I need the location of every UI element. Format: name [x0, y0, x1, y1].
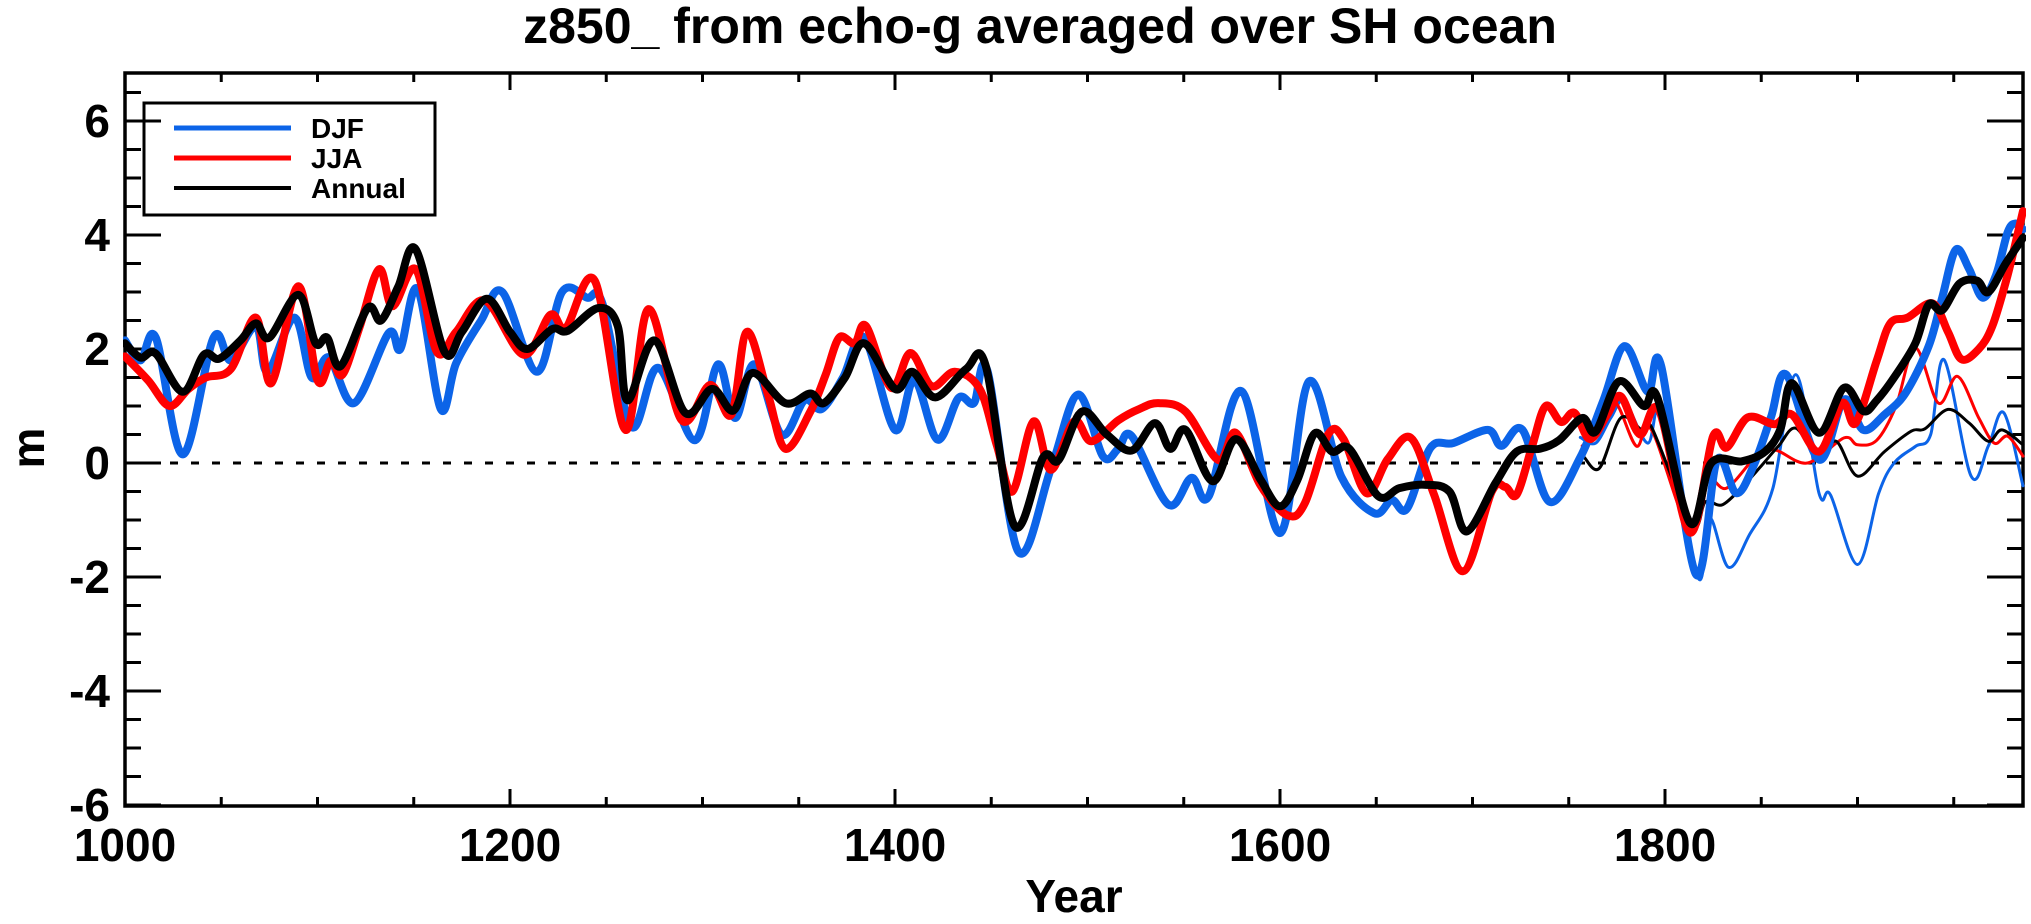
y-tick-label: 0: [84, 437, 110, 489]
legend-label-jja: JJA: [311, 143, 362, 174]
x-tick-label: 1000: [74, 819, 176, 871]
y-tick-label: 2: [84, 323, 110, 375]
legend-label-djf: DJF: [311, 113, 364, 144]
x-tick-label: 1400: [844, 819, 946, 871]
series-jja-thin-line: [1580, 346, 2025, 534]
legend-box: [142, 101, 437, 217]
axes: 1000 1200 1400 1600 1800 -6 -4 -2 0 2 4 6: [69, 71, 2025, 871]
legend-label-annual: Annual: [311, 173, 406, 204]
chart-title: z850_ from echo-g averaged over SH ocean: [523, 0, 1557, 54]
y-tick-label: -4: [69, 665, 110, 717]
data-curves: [123, 207, 2026, 582]
x-axis-title: Year: [1025, 870, 1122, 922]
axis-frame: [123, 71, 2025, 808]
y-axis-title: m: [2, 428, 54, 469]
y-tick-label: -2: [69, 551, 110, 603]
x-tick-label: 1200: [459, 819, 561, 871]
y-tick-label: 4: [84, 209, 110, 261]
y-tick-label: 6: [84, 95, 110, 147]
y-tick-label: -6: [69, 779, 110, 831]
series-jja-line: [123, 207, 2026, 576]
series-annual-line: [123, 233, 2026, 536]
x-tick-label: 1600: [1229, 819, 1331, 871]
x-tick-label: 1800: [1614, 819, 1716, 871]
